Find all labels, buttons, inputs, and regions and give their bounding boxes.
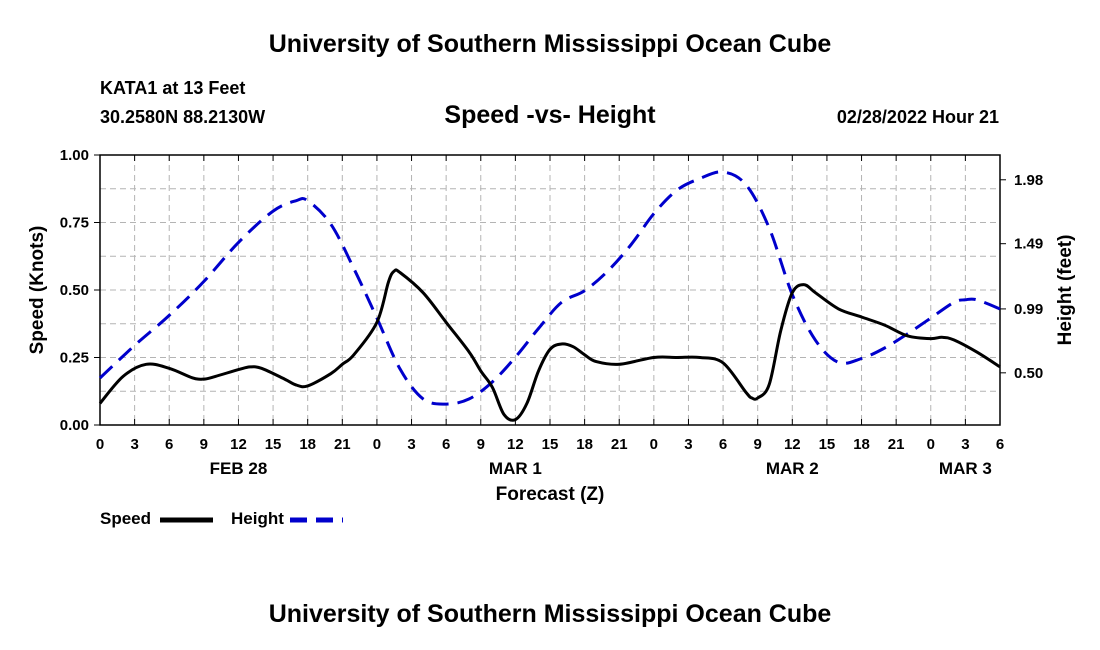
y-axis-right-label: Height (feet): [1055, 235, 1076, 346]
x-tick-label: 3: [961, 436, 969, 453]
x-tick-label: 21: [334, 436, 351, 453]
legend-speed-label: Speed: [100, 509, 152, 528]
date-label: MAR 1: [489, 459, 542, 478]
x-tick-label: 6: [442, 436, 450, 453]
x-tick-label: 9: [477, 436, 485, 453]
legend-height-label: Height: [231, 509, 284, 528]
x-tick-label: 9: [200, 436, 208, 453]
y-axis-left-label: Speed (Knots): [27, 226, 48, 355]
chart-title: University of Southern Mississippi Ocean…: [268, 30, 832, 58]
date-label: MAR 3: [939, 459, 992, 478]
y-left-tick-label: 0.75: [60, 215, 89, 232]
grid: [100, 155, 1000, 425]
x-tick-label: 15: [542, 436, 559, 453]
x-tick-label: 18: [853, 436, 870, 453]
x-tick-label: 12: [507, 436, 524, 453]
speed-height-chart: Speed (Knots) Height (feet) Forecast (Z)…: [27, 147, 1076, 523]
y-left-tick-label: 0.25: [60, 350, 89, 367]
x-tick-label: 6: [165, 436, 173, 453]
x-tick-label: 12: [784, 436, 801, 453]
y-left-tick-label: 0.00: [60, 417, 89, 434]
axis-ticks: [94, 154, 1006, 426]
x-tick-label: 21: [888, 436, 905, 453]
x-tick-label: 3: [130, 436, 138, 453]
x-tick-label: 6: [719, 436, 727, 453]
station-label: KATA1 at 13 Feet: [100, 78, 246, 98]
x-axis-label: Forecast (Z): [496, 484, 605, 505]
x-tick-label: 0: [927, 436, 935, 453]
date-label: MAR 2: [766, 459, 819, 478]
x-tick-label: 12: [230, 436, 247, 453]
speed-series-line: [98, 268, 1001, 422]
y-right-tick-label: 1.98: [1014, 172, 1043, 189]
y-left-tick-label: 1.00: [60, 147, 89, 164]
y-right-tick-label: 0.50: [1014, 365, 1043, 382]
x-tick-label: 3: [407, 436, 415, 453]
x-tick-label: 0: [650, 436, 658, 453]
x-tick-label: 18: [576, 436, 593, 453]
x-tick-label: 18: [299, 436, 316, 453]
forecast-datetime: 02/28/2022 Hour 21: [836, 107, 999, 127]
footer-title: University of Southern Mississippi Ocean…: [268, 600, 832, 628]
y-left-tick-label: 0.50: [60, 282, 89, 299]
x-tick-label: 0: [96, 436, 104, 453]
x-tick-label: 15: [819, 436, 836, 453]
x-tick-label: 15: [265, 436, 282, 453]
x-tick-label: 0: [373, 436, 381, 453]
chart-subtitle: Speed -vs- Height: [444, 101, 656, 129]
coordinates-label: 30.2580N 88.2130W: [100, 107, 266, 127]
y-right-tick-label: 1.49: [1014, 236, 1043, 253]
x-tick-label: 21: [611, 436, 628, 453]
x-tick-label: 9: [754, 436, 762, 453]
date-label: FEB 28: [210, 459, 268, 478]
x-tick-label: 6: [996, 436, 1004, 453]
y-right-tick-label: 0.99: [1014, 301, 1043, 318]
x-tick-label: 3: [684, 436, 692, 453]
height-series-line: [98, 170, 1001, 406]
